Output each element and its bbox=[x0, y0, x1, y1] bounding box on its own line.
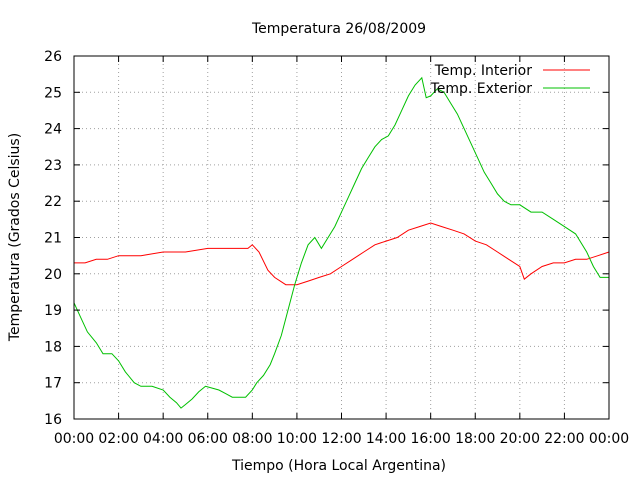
y-axis-tick-labels: 16 17 18 19 20 21 22 23 24 25 26 bbox=[44, 49, 62, 428]
x-axis-label: Tiempo (Hora Local Argentina) bbox=[231, 458, 446, 474]
y-tick-label: 20 bbox=[44, 267, 62, 283]
x-tick-label: 12:00 bbox=[321, 431, 361, 447]
x-tick-label: 02:00 bbox=[98, 431, 138, 447]
y-tick-label: 23 bbox=[44, 158, 62, 174]
x-tick-label: 04:00 bbox=[143, 431, 183, 447]
x-tick-label: 20:00 bbox=[500, 431, 540, 447]
axis-ticks bbox=[73, 55, 610, 420]
series-line-interior bbox=[74, 222, 610, 286]
y-tick-label: 26 bbox=[44, 49, 62, 65]
x-tick-label: 14:00 bbox=[366, 431, 406, 447]
y-tick-label: 19 bbox=[44, 303, 62, 319]
legend-label: Temp. Interior bbox=[434, 63, 533, 79]
y-tick-label: 21 bbox=[44, 231, 62, 247]
y-tick-label: 16 bbox=[44, 412, 62, 428]
series-line-exterior bbox=[73, 76, 609, 409]
x-tick-label: 00:00 bbox=[54, 431, 94, 447]
x-tick-label: 06:00 bbox=[188, 431, 228, 447]
legend-label: Temp. Exterior bbox=[430, 81, 533, 97]
x-tick-label: 16:00 bbox=[410, 431, 450, 447]
y-tick-label: 25 bbox=[44, 85, 62, 101]
grid-lines bbox=[74, 56, 609, 419]
x-tick-label: 00:00 bbox=[589, 431, 629, 447]
y-tick-label: 24 bbox=[44, 122, 62, 138]
plot-area bbox=[73, 76, 610, 409]
x-axis-tick-labels: 00:00 02:00 04:00 06:00 08:00 10:00 12:00 14:00… bbox=[54, 431, 629, 447]
legend: Temp. Interior Temp. Exterior bbox=[430, 63, 590, 97]
y-tick-label: 17 bbox=[44, 376, 62, 392]
x-tick-label: 22:00 bbox=[544, 431, 584, 447]
y-axis-label: Temperatura (Grados Celsius) bbox=[7, 133, 23, 342]
y-tick-label: 18 bbox=[44, 339, 62, 355]
chart-title: Temperatura 26/08/2009 bbox=[251, 21, 426, 37]
y-tick-label: 22 bbox=[44, 194, 62, 210]
x-tick-label: 10:00 bbox=[277, 431, 317, 447]
x-tick-label: 18:00 bbox=[455, 431, 495, 447]
x-tick-label: 08:00 bbox=[232, 431, 272, 447]
